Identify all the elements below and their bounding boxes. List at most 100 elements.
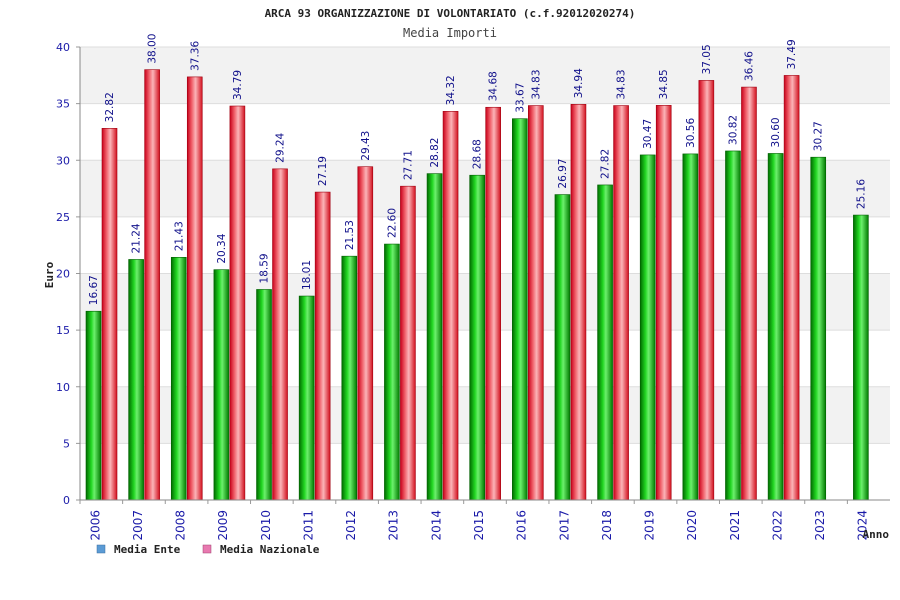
bar-label-media-ente-2021: 30.82	[727, 115, 739, 145]
x-tick-label-2020: 2020	[685, 510, 699, 541]
bar-media-nazionale-2017	[570, 104, 587, 501]
y-axis-label: Euro	[43, 261, 56, 288]
bar-media-ente-2009	[213, 269, 230, 501]
x-tick-label-2013: 2013	[387, 510, 401, 541]
bar-label-media-ente-2014: 28.82	[429, 138, 441, 168]
bar-media-nazionale-2016	[528, 105, 544, 501]
bar-label-media-ente-2015: 28.68	[472, 139, 484, 169]
axes	[79, 47, 890, 501]
bar-label-media-ente-2008: 21.43	[173, 221, 185, 251]
y-tick-label: 5	[63, 437, 70, 450]
bar-label-media-nazionale-2013: 27.71	[402, 150, 414, 180]
bar-media-ente-2023	[810, 156, 827, 501]
bar-label-media-ente-2023: 30.27	[813, 121, 825, 151]
x-tick-label-2007: 2007	[131, 510, 145, 541]
bar-media-ente-2019	[639, 154, 656, 501]
bar-label-media-nazionale-2019: 34.85	[658, 69, 670, 99]
bar-media-nazionale-2022	[783, 75, 800, 501]
bar-label-media-nazionale-2016: 34.83	[530, 69, 542, 99]
x-tick-label-2010: 2010	[259, 510, 273, 541]
bar-media-nazionale-2013	[400, 185, 416, 501]
bar-label-media-ente-2009: 20.34	[216, 233, 228, 263]
y-tick-label: 10	[56, 381, 70, 394]
bar-media-nazionale-2007	[144, 69, 160, 501]
bar-media-nazionale-2019	[655, 105, 672, 501]
bar-label-media-ente-2007: 21.24	[131, 223, 143, 253]
x-tick-label-2024: 2024	[856, 510, 870, 541]
bar-media-ente-2015	[469, 174, 485, 501]
x-tick-label-2008: 2008	[174, 510, 188, 541]
y-tick-label: 35	[56, 98, 70, 111]
bar-media-nazionale-2021	[741, 86, 757, 501]
bar-media-nazionale-2010	[272, 168, 288, 501]
x-axis-label: Anno	[863, 528, 890, 541]
bar-label-media-nazionale-2014: 34.32	[445, 75, 457, 105]
legend-label-media-ente: Media Ente	[114, 543, 181, 556]
bar-label-media-ente-2013: 22.60	[386, 208, 398, 238]
bar-label-media-nazionale-2022: 37.49	[786, 39, 798, 69]
x-tick-label-2012: 2012	[344, 510, 358, 541]
x-tick-label-2015: 2015	[472, 510, 486, 541]
bar-media-ente-2012	[341, 255, 358, 501]
bar-media-ente-2017	[554, 194, 571, 501]
bar-media-ente-2008	[170, 257, 187, 501]
bar-media-ente-2013	[384, 243, 400, 501]
bar-media-ente-2020	[682, 153, 699, 501]
bar-media-ente-2014	[426, 173, 443, 501]
bar-media-ente-2010	[256, 289, 272, 501]
bar-label-media-nazionale-2008: 37.36	[189, 41, 201, 71]
bar-media-nazionale-2020	[698, 80, 715, 501]
bar-data-labels: 16.67 21.24 21.43 20.34 18.59 18.01 21.53 22.60…	[88, 34, 867, 306]
bar-media-ente-2016	[512, 118, 528, 501]
bar-label-media-ente-2017: 26.97	[557, 159, 569, 189]
bar-media-ente-2006	[85, 310, 102, 501]
bar-label-media-nazionale-2021: 36.46	[743, 51, 755, 81]
x-tick-label-2014: 2014	[429, 510, 443, 541]
bar-label-media-ente-2020: 30.56	[685, 118, 697, 148]
y-tick-label: 30	[56, 154, 70, 167]
x-tick-label-2016: 2016	[515, 510, 529, 541]
x-tick-label-2018: 2018	[600, 510, 614, 541]
bar-media-nazionale-2011	[314, 191, 331, 501]
bar-media-nazionale-2006	[101, 128, 118, 501]
chart-title: ARCA 93 ORGANIZZAZIONE DI VOLONTARIATO (…	[265, 7, 636, 20]
bar-label-media-nazionale-2017: 34.94	[573, 68, 585, 98]
legend-label-media-nazionale: Media Nazionale	[220, 543, 320, 556]
x-tick-label-2022: 2022	[770, 510, 784, 541]
y-tick-label: 0	[63, 494, 70, 507]
x-tick-label-2019: 2019	[643, 510, 657, 541]
bar-media-nazionale-2008	[186, 76, 203, 501]
bar-label-media-ente-2022: 30.60	[770, 117, 782, 147]
bar-label-media-nazionale-2012: 29.43	[360, 131, 372, 161]
bar-label-media-nazionale-2020: 37.05	[701, 44, 713, 74]
bar-media-nazionale-2018	[613, 105, 629, 501]
x-tick-label-2021: 2021	[728, 510, 742, 541]
bar-label-media-nazionale-2006: 32.82	[104, 92, 116, 122]
bar-media-nazionale-2014	[442, 111, 459, 501]
bar-media-nazionale-2012	[357, 166, 374, 501]
y-axis-ticks: 0 5 10 15 20 25 30 35 40	[56, 41, 80, 507]
bar-label-media-ente-2006: 16.67	[88, 275, 100, 305]
legend-swatch-media-nazionale	[202, 544, 212, 554]
bar-label-media-ente-2024: 25.16	[855, 179, 867, 209]
bar-label-media-nazionale-2011: 27.19	[317, 156, 329, 186]
y-tick-label: 25	[56, 211, 70, 224]
bar-label-media-ente-2012: 21.53	[344, 220, 356, 250]
bar-media-nazionale-2009	[229, 105, 246, 501]
bar-label-media-nazionale-2010: 29.24	[275, 132, 287, 162]
bar-media-ente-2011	[298, 295, 315, 501]
x-tick-label-2009: 2009	[216, 510, 230, 541]
x-tick-label-2006: 2006	[88, 510, 102, 541]
bar-label-media-ente-2019: 30.47	[642, 119, 654, 149]
legend: Media Ente Media Nazionale	[96, 543, 320, 556]
y-tick-label: 20	[56, 268, 70, 281]
y-tick-label: 15	[56, 324, 70, 337]
bar-label-media-ente-2016: 33.67	[514, 83, 526, 113]
x-tick-label-2023: 2023	[813, 510, 827, 541]
bar-media-ente-2024	[853, 214, 869, 501]
bar-label-media-nazionale-2018: 34.83	[616, 69, 628, 99]
x-axis-ticks: 2006 2007 2008 2009 2010 2011 2012 2013 2014 2015…	[79, 500, 870, 541]
chart-subtitle: Media Importi	[403, 26, 497, 40]
x-tick-label-2017: 2017	[557, 510, 571, 541]
